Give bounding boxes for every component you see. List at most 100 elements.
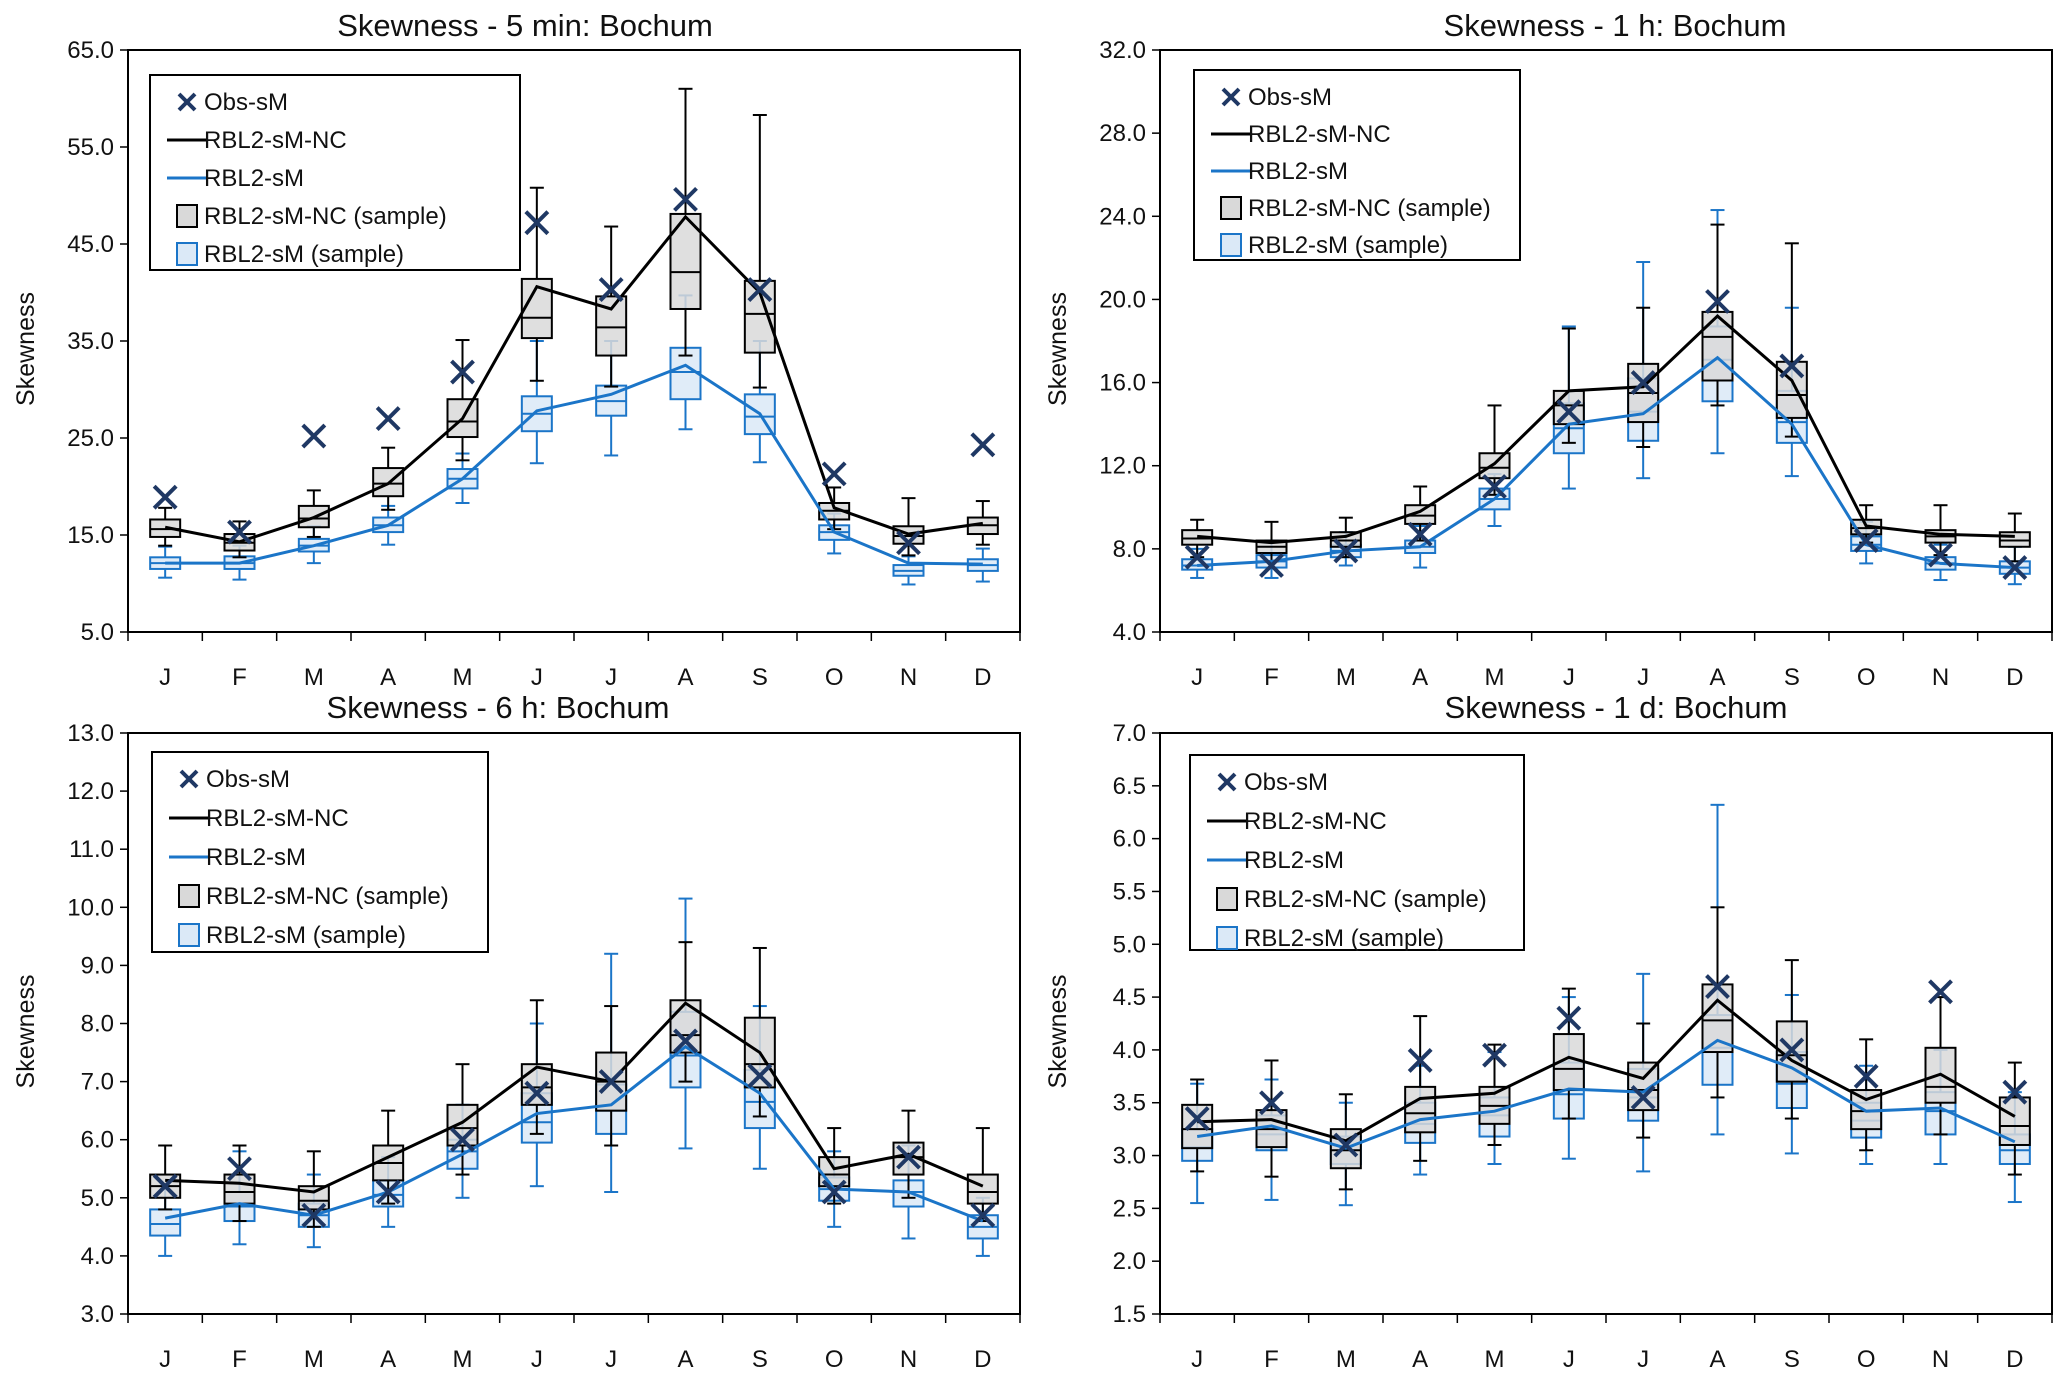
x-tick-label: J xyxy=(605,664,617,691)
x-tick-label: A xyxy=(1709,1346,1725,1373)
obs-marker xyxy=(1184,1106,1210,1131)
x-tick-label: M xyxy=(304,664,324,691)
sm-line xyxy=(1196,1038,2016,1150)
nc-sample-box xyxy=(966,500,999,546)
x-tick-label: M xyxy=(304,1346,324,1373)
y-axis-label: Skewness xyxy=(1044,975,1072,1089)
panel-title: Skewness - 6 h: Bochum xyxy=(327,690,670,725)
y-tick-label: 5.0 xyxy=(1113,931,1146,958)
nc-sample-box xyxy=(669,87,702,357)
obs-marker xyxy=(598,1069,624,1095)
obs-marker xyxy=(2002,555,2028,580)
obs-marker-stroke xyxy=(1407,1048,1433,1073)
obs-marker xyxy=(821,1179,847,1205)
obs-marker xyxy=(1928,542,1953,568)
x-tick-label: A xyxy=(1412,1346,1428,1373)
y-tick-label: 2.5 xyxy=(1113,1195,1146,1222)
obs-marker-stroke xyxy=(524,210,550,236)
obs-marker xyxy=(524,210,550,236)
nc-sample-box-iqr xyxy=(966,1173,999,1205)
sm-sample-box xyxy=(149,1185,182,1257)
nc-sample-box-iqr xyxy=(1404,504,1437,525)
x-tick-label: S xyxy=(1784,664,1800,691)
y-tick-label: 32.0 xyxy=(1099,37,1146,64)
obs-marker xyxy=(301,1202,327,1228)
obs-marker-stroke xyxy=(1556,1005,1582,1031)
x-tick-label: S xyxy=(752,1346,768,1373)
obs-marker-stroke xyxy=(673,1028,698,1054)
obs-marker-stroke xyxy=(1779,1037,1805,1063)
y-tick-label: 6.5 xyxy=(1113,773,1146,800)
legend: Obs-sM RBL2-sM-NC RBL2-sM RBL2-sM-NC (sampl… xyxy=(1193,69,1521,261)
obs-marker xyxy=(2002,1079,2028,1105)
sm-sample-box xyxy=(966,547,999,583)
obs-marker xyxy=(970,432,996,458)
y-tick-label: 13.0 xyxy=(67,720,114,747)
obs-marker-stroke xyxy=(1779,353,1805,379)
obs-marker-stroke xyxy=(1853,528,1879,553)
obs-marker xyxy=(1259,553,1284,578)
nc-sample-box xyxy=(1404,1015,1437,1162)
obs-marker-stroke xyxy=(227,519,252,545)
legend-label-obs: Obs-sM xyxy=(204,89,288,116)
x-tick-label: D xyxy=(2006,1346,2023,1373)
y-tick-label: 1.5 xyxy=(1113,1301,1146,1328)
y-tick-label: 55.0 xyxy=(67,134,114,161)
x-tick-label: S xyxy=(1784,1346,1800,1373)
obs-marker xyxy=(1779,1037,1805,1063)
y-tick-label: 24.0 xyxy=(1099,203,1146,230)
legend-sm-sample-icon xyxy=(178,923,200,947)
x-tick-label: J xyxy=(1563,1346,1575,1373)
obs-marker-stroke xyxy=(450,1127,475,1153)
nc-sample-box xyxy=(1478,404,1511,496)
y-tick-label: 35.0 xyxy=(67,328,114,355)
panel-title: Skewness - 5 min: Bochum xyxy=(337,8,713,43)
y-axis-label: Skewness xyxy=(1044,292,1072,406)
obs-marker xyxy=(970,1202,996,1228)
y-tick-label: 15.0 xyxy=(67,522,114,549)
y-tick-label: 5.0 xyxy=(81,619,114,646)
obs-marker-stroke xyxy=(1259,1090,1284,1116)
legend-label-sm-sample: RBL2-sM (sample) xyxy=(204,241,404,268)
legend-nc-sample-icon xyxy=(1216,887,1238,911)
x-tick-label: J xyxy=(159,664,171,691)
obs-marker-stroke xyxy=(301,1202,327,1228)
y-tick-label: 4.0 xyxy=(1113,619,1146,646)
obs-marker xyxy=(598,277,624,303)
x-tick-label: N xyxy=(1932,1346,1949,1373)
x-tick-label: D xyxy=(974,664,991,691)
y-tick-label: 7.0 xyxy=(1113,720,1146,747)
legend: Obs-sM RBL2-sM-NC RBL2-sM RBL2-sM-NC (sampl… xyxy=(1189,754,1525,952)
obs-marker-stroke xyxy=(524,1080,550,1106)
legend: Obs-sM RBL2-sM-NC RBL2-sM RBL2-sM-NC (sampl… xyxy=(149,74,521,271)
legend: Obs-sM RBL2-sM-NC RBL2-sM RBL2-sM-NC (sampl… xyxy=(151,751,489,953)
legend-label-obs: Obs-sM xyxy=(206,766,290,793)
y-tick-label: 20.0 xyxy=(1099,286,1146,313)
x-tick-label: A xyxy=(380,1346,396,1373)
legend-obs-icon xyxy=(1221,87,1241,107)
obs-marker-stroke xyxy=(598,1069,624,1095)
panel-1: Skewness - 5 min: Bochum Skewness 5.0 15.0 2… xyxy=(12,8,1021,691)
obs-marker xyxy=(673,1028,698,1054)
x-tick-label: J xyxy=(531,1346,543,1373)
x-tick-label: A xyxy=(1412,664,1428,691)
obs-marker-stroke xyxy=(2002,1079,2028,1105)
legend-obs-icon xyxy=(177,92,197,112)
nc-sample-box xyxy=(1924,504,1957,557)
nc-sample-box xyxy=(966,1127,999,1223)
obs-marker-stroke xyxy=(1556,399,1582,425)
x-tick-label: M xyxy=(1485,1346,1505,1373)
nc-sample-box xyxy=(595,225,628,388)
obs-marker-stroke xyxy=(1928,979,1953,1005)
obs-marker xyxy=(896,1144,921,1170)
x-tick-label: M xyxy=(1336,1346,1356,1373)
legend-box xyxy=(149,74,521,271)
obs-marker xyxy=(1853,1063,1879,1089)
x-tick-label: J xyxy=(1563,664,1575,691)
legend-label-nc-sample: RBL2-sM-NC (sample) xyxy=(204,203,447,230)
obs-marker-stroke xyxy=(896,530,921,556)
y-tick-label: 16.0 xyxy=(1099,370,1146,397)
nc-sample-box xyxy=(1775,242,1808,438)
obs-marker xyxy=(1259,1090,1284,1116)
obs-marker xyxy=(375,1179,401,1205)
